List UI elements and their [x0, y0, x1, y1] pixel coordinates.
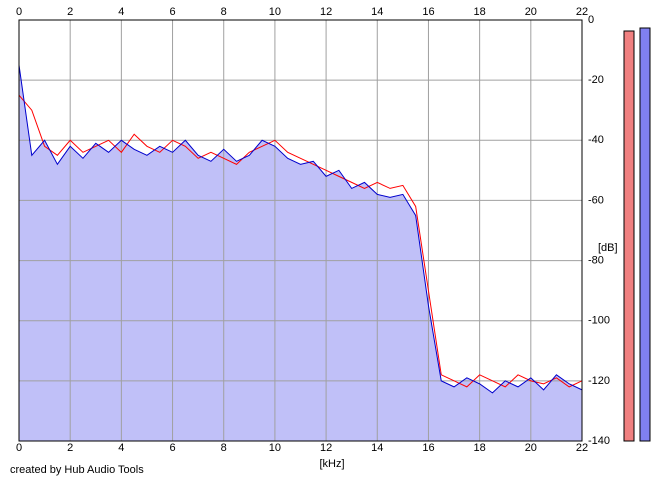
spectrum-line — [18, 94, 583, 388]
x-tick-label: 10 — [269, 442, 281, 454]
footer: created by Hub Audio Tools — [10, 464, 144, 476]
x-tick-label: 12 — [320, 442, 332, 454]
x-tick-label-top: 14 — [371, 6, 383, 18]
y-tick-label: -20 — [588, 74, 604, 86]
plot-frame — [18, 19, 583, 442]
x-tick-label-top: 4 — [118, 6, 124, 18]
x-axis-label: [kHz] — [319, 458, 344, 470]
y-tick-label: -100 — [588, 315, 610, 327]
y-tick-label: -80 — [588, 254, 604, 266]
x-tick-label: 2 — [67, 442, 73, 454]
y-axis-label: [dB] — [598, 242, 618, 254]
x-tick-label: 16 — [422, 442, 434, 454]
spectrum-area — [19, 65, 582, 441]
x-tick-label-top: 20 — [525, 6, 537, 18]
x-tick-label: 14 — [371, 442, 383, 454]
x-tick-label-top: 22 — [576, 6, 588, 18]
x-tick-label: 0 — [16, 442, 22, 454]
y-tick-label: 0 — [588, 14, 594, 26]
x-tick-label-top: 2 — [67, 6, 73, 18]
x-tick-label: 8 — [221, 442, 227, 454]
level-meter-right — [639, 27, 651, 442]
x-tick-label: 4 — [118, 442, 124, 454]
x-tick-label-top: 12 — [320, 6, 332, 18]
spectrum-line — [18, 65, 583, 394]
x-tick-label: 22 — [576, 442, 588, 454]
x-tick-label-top: 6 — [169, 6, 175, 18]
x-tick-label-top: 10 — [269, 6, 281, 18]
y-tick-label: -140 — [588, 435, 610, 447]
x-tick-label-top: 18 — [474, 6, 486, 18]
y-tick-label: -120 — [588, 375, 610, 387]
x-tick-label-top: 0 — [16, 6, 22, 18]
x-tick-label: 6 — [169, 442, 175, 454]
y-tick-label: -40 — [588, 134, 604, 146]
x-tick-label-top: 8 — [221, 6, 227, 18]
x-tick-label: 18 — [474, 442, 486, 454]
level-meter-left — [623, 30, 635, 442]
x-tick-label-top: 16 — [422, 6, 434, 18]
y-tick-label: -60 — [588, 194, 604, 206]
x-tick-label: 20 — [525, 442, 537, 454]
